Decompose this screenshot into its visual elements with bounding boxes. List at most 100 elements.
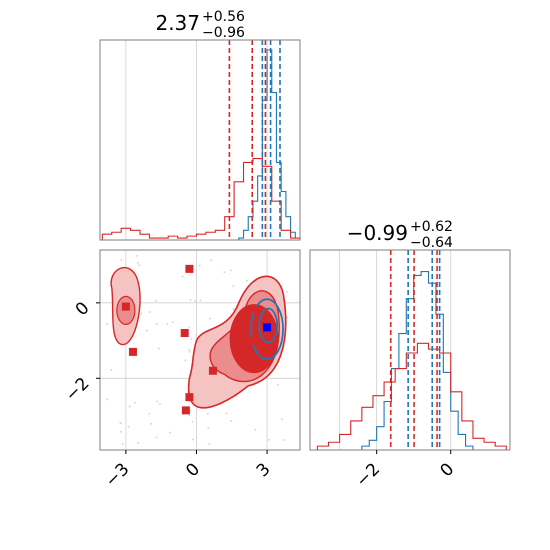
scatter-xtick-label-1: 0 [182,459,204,481]
faint-sample-point [189,351,191,353]
faint-sample-point [232,308,235,310]
blue-marker-point-0 [263,323,272,332]
faint-sample-point [286,316,289,319]
faint-sample-point [184,359,187,362]
faint-sample-point [181,275,184,278]
faint-sample-point [127,425,130,428]
faint-sample-point [121,443,124,445]
faint-sample-point [120,430,122,433]
faint-sample-point [207,412,209,415]
faint-sample-point [148,311,151,313]
faint-sample-point [195,333,198,336]
faint-sample-point [137,442,139,444]
faint-sample-point [199,299,202,302]
faint-sample-point [208,317,211,320]
faint-sample-point [158,347,160,350]
faint-sample-point [120,258,123,261]
faint-sample-point [192,438,194,441]
faint-sample-point [140,312,143,315]
faint-sample-point [190,338,193,341]
faint-sample-point [230,420,233,422]
faint-sample-point [208,443,211,445]
scatter-ytick-label-1: 0 [72,298,94,320]
faint-sample-point [198,264,201,267]
top-hist-series-1 [101,157,301,240]
faint-sample-point [194,299,197,302]
faint-sample-point [106,398,109,401]
red-marker-point-8 [253,306,262,315]
faint-sample-point [229,269,232,272]
right-hist-series-0 [361,270,474,450]
faint-sample-point [155,299,157,302]
right-panel-title-value: −0.99 [347,221,408,245]
top-panel-title-upper: +0.56 [202,9,245,25]
faint-sample-point [246,280,248,282]
right-xtick-label-1: 0 [436,459,458,481]
faint-sample-point [169,431,171,434]
faint-sample-point [134,401,136,404]
top-panel-frame [99,39,301,241]
top-panel-title-lower: −0.96 [202,25,245,41]
faint-sample-point [223,271,226,274]
faint-sample-point [281,418,283,421]
blue-contour-outer [250,298,284,361]
faint-sample-point [207,427,210,429]
faint-sample-point [137,262,139,264]
faint-sample-point [225,412,228,415]
faint-sample-point [210,259,212,262]
red-marker-point-3 [180,329,189,338]
bottom-right-histogram-panel: −2 0 −0.99 +0.62−0.64 [309,219,511,491]
faint-sample-point [148,412,151,415]
red-marker-point-2 [128,347,137,356]
blue-contour-inner [258,307,279,344]
faint-sample-point [277,383,279,386]
faint-sample-point [286,290,289,293]
scatter-ytick-label-0: −2 [62,374,94,406]
right-hist-series-1 [316,342,507,450]
faint-sample-point [155,323,158,325]
top-hist-series-0 [234,49,296,241]
faint-sample-point [190,272,193,274]
faint-sample-point [109,284,112,286]
faint-sample-point [156,400,158,403]
faint-sample-point [166,322,169,325]
faint-sample-point [189,299,192,301]
top-panel-title-value: 2.37 [155,11,200,35]
faint-sample-point [283,439,286,441]
faint-sample-point [159,403,161,406]
right-xtick-label-0: −2 [352,459,384,491]
faint-sample-point [235,395,237,397]
right-panel-title-lower: −0.64 [410,235,453,251]
red-marker-point-6 [181,406,190,415]
faint-sample-point [191,420,194,423]
faint-sample-point [150,422,152,425]
red-marker-point-4 [208,366,217,375]
faint-sample-point [145,329,148,332]
faint-sample-point [232,285,235,287]
red-marker-point-0 [121,302,130,311]
right-panel-title-upper: +0.62 [410,219,453,235]
scatter-xtick-label-2: 3 [253,459,275,481]
faint-sample-point [171,321,174,324]
red-marker-point-1 [185,264,194,273]
faint-sample-point [188,349,190,351]
faint-sample-point [119,422,122,425]
faint-sample-point [268,438,270,441]
scatter-xtick-label-0: −3 [102,459,134,491]
faint-sample-point [188,326,191,329]
faint-sample-point [128,405,131,408]
scatter-panel-frame [99,249,301,451]
faint-sample-point [136,255,138,257]
faint-sample-point [106,323,108,325]
faint-sample-point [138,264,141,267]
top-left-histogram-panel: 2.37 +0.56−0.96 [99,9,301,241]
faint-sample-point [155,436,158,439]
faint-sample-point [188,414,190,416]
right-panel-frame [309,249,511,451]
faint-sample-point [110,369,113,371]
faint-sample-point [254,428,257,431]
bottom-left-scatter-panel: −3 0 3 −2 0 [62,249,301,491]
red-marker-point-5 [185,393,194,402]
red-marker-point-7 [251,336,260,345]
